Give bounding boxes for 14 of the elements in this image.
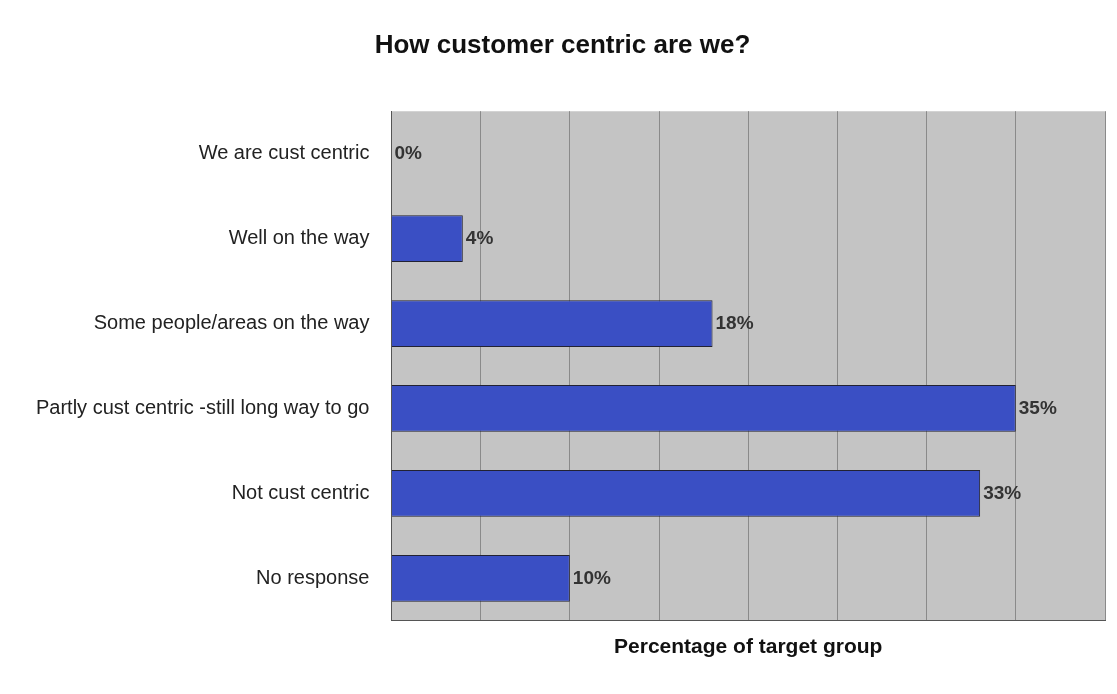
data-label: 18% — [715, 311, 754, 333]
data-label: 4% — [465, 226, 494, 248]
x-axis-title: Percentage of target group — [614, 634, 883, 658]
y-tick-label: Not cust centric — [231, 480, 370, 503]
y-tick-label: Some people/areas on the way — [93, 311, 370, 334]
y-tick-label: Well on the way — [228, 226, 370, 249]
data-label: 0% — [394, 141, 423, 163]
y-tick-label: Partly cust centric -still long way to go — [35, 395, 370, 418]
data-label: 33% — [983, 481, 1022, 503]
chart-title: How customer centric are we? — [374, 28, 751, 59]
data-label: 35% — [1018, 396, 1057, 418]
data-label: 10% — [572, 566, 611, 588]
y-tick-label: No response — [256, 565, 370, 588]
y-tick-label: We are cust centric — [198, 141, 370, 164]
